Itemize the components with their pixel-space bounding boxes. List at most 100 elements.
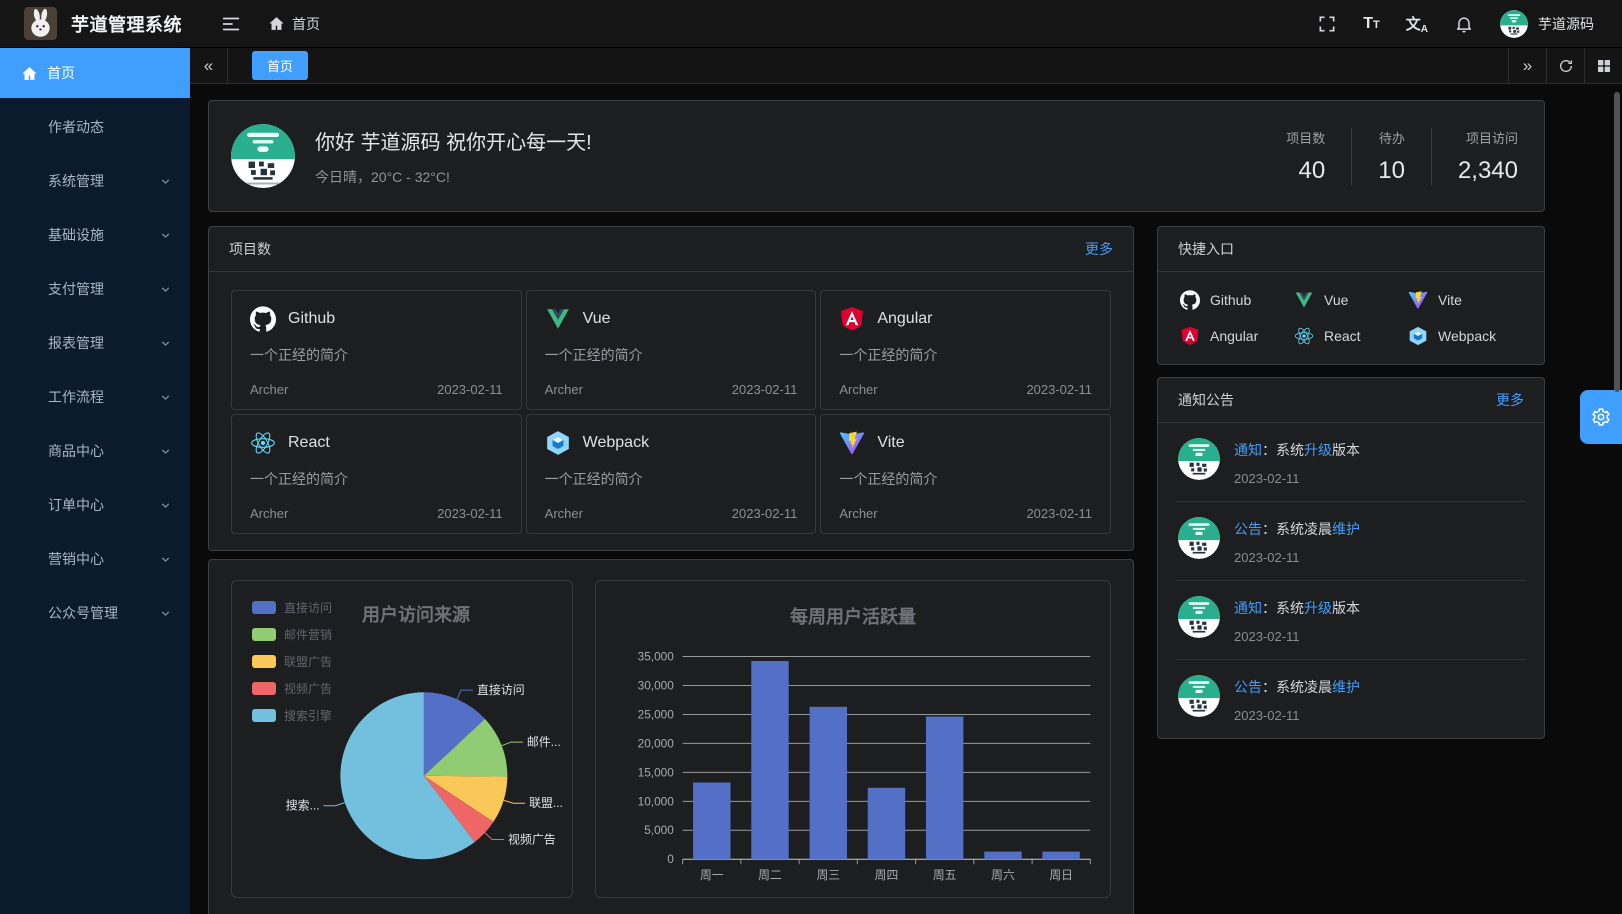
sidebar-item-system[interactable]: 系统管理 bbox=[0, 156, 190, 206]
user-menu[interactable]: 芋道源码 bbox=[1500, 9, 1594, 38]
sidebar-item-wechat[interactable]: 公众号管理 bbox=[0, 588, 190, 638]
projects-panel: 项目数 更多 Github 一个正经的简介 Archer 2023-02-11 bbox=[208, 226, 1134, 551]
svg-text:周日: 周日 bbox=[1049, 868, 1073, 882]
sidebar-item-order[interactable]: 订单中心 bbox=[0, 480, 190, 530]
project-card-angular[interactable]: Angular 一个正经的简介 Archer 2023-02-11 bbox=[820, 290, 1111, 410]
chevron-down-icon bbox=[161, 178, 170, 184]
sidebar-item-payment[interactable]: 支付管理 bbox=[0, 264, 190, 314]
pie-chart-card: 直接访问 邮件营销 联盟广告 视频广告 搜索引擎 用户访问来源 直接访问 邮件..… bbox=[231, 580, 573, 898]
legend-item[interactable]: 联盟广告 bbox=[252, 653, 332, 670]
svg-text:搜索...: 搜索... bbox=[286, 799, 320, 813]
sidebar-item-label: 作者动态 bbox=[48, 119, 104, 135]
legend-label: 搜索引擎 bbox=[284, 709, 333, 723]
fullscreen-icon[interactable] bbox=[1317, 14, 1337, 34]
chevron-down-icon bbox=[161, 556, 170, 562]
chevron-down-icon bbox=[161, 340, 170, 346]
breadcrumb[interactable]: 首页 bbox=[268, 14, 320, 34]
welcome-weather: 今日晴，20°C - 32°C! bbox=[315, 168, 450, 185]
project-date: 2023-02-11 bbox=[1026, 506, 1092, 521]
notice-item[interactable]: 通知：系统升级版本 2023-02-11 bbox=[1176, 580, 1526, 659]
project-author: Archer bbox=[839, 506, 878, 521]
bar-chart-card: 每周用户活跃量 0 5,000 10,000 15,000 20,000 25,000 30… bbox=[595, 580, 1111, 898]
notices-more-link[interactable]: 更多 bbox=[1496, 392, 1524, 408]
sidebar-item-infra[interactable]: 基础设施 bbox=[0, 210, 190, 260]
legend-item[interactable]: 邮件营销 bbox=[252, 626, 332, 643]
project-date: 2023-02-11 bbox=[437, 382, 503, 397]
projects-more-link[interactable]: 更多 bbox=[1085, 241, 1113, 257]
app-logo[interactable] bbox=[24, 7, 57, 40]
notice-title: 公告：系统凌晨维护 bbox=[1234, 521, 1360, 537]
shortcut-react[interactable]: React bbox=[1294, 326, 1408, 346]
vite-icon bbox=[1408, 291, 1428, 309]
github-icon bbox=[250, 306, 276, 332]
notice-date: 2023-02-11 bbox=[1234, 550, 1300, 565]
legend-item[interactable]: 视频广告 bbox=[252, 680, 332, 697]
vue-icon bbox=[546, 309, 569, 329]
scrollbar-thumb[interactable] bbox=[1614, 92, 1620, 392]
username: 芋道源码 bbox=[1538, 15, 1594, 32]
svg-text:10,000: 10,000 bbox=[638, 794, 675, 808]
notification-bell-icon[interactable] bbox=[1454, 14, 1474, 34]
notices-title: 通知公告 bbox=[1178, 392, 1234, 408]
shortcuts-panel: 快捷入口 Github Vue Vite bbox=[1157, 226, 1545, 365]
sidebar-item-label: 系统管理 bbox=[48, 173, 104, 189]
sidebar-item-marketing[interactable]: 营销中心 bbox=[0, 534, 190, 584]
svg-text:15,000: 15,000 bbox=[638, 765, 675, 779]
refresh-icon[interactable] bbox=[1546, 47, 1584, 84]
notice-item[interactable]: 公告：系统凌晨维护 2023-02-11 bbox=[1176, 659, 1526, 738]
sidebar-item-home[interactable]: 首页 bbox=[0, 48, 190, 98]
sidebar-item-label: 首页 bbox=[47, 65, 75, 81]
sidebar-item-label: 营销中心 bbox=[48, 551, 104, 567]
font-size-icon[interactable]: TT bbox=[1363, 14, 1380, 32]
angular-icon bbox=[841, 307, 864, 331]
bar-chart-svg: 0 5,000 10,000 15,000 20,000 25,000 30,000 35,0… bbox=[638, 649, 1091, 882]
breadcrumb-home[interactable]: 首页 bbox=[292, 15, 320, 32]
layout-grid-icon[interactable] bbox=[1584, 47, 1622, 84]
shortcut-vue[interactable]: Vue bbox=[1294, 290, 1408, 310]
sidebar-item-author-news[interactable]: 作者动态 bbox=[0, 102, 190, 152]
project-name: Angular bbox=[877, 310, 933, 327]
project-card-github[interactable]: Github 一个正经的简介 Archer 2023-02-11 bbox=[231, 290, 522, 410]
svg-text:联盟...: 联盟... bbox=[529, 796, 563, 810]
expand-right-icon[interactable]: » bbox=[1508, 47, 1546, 84]
pie-chart-svg: 直接访问邮件...联盟...视频广告搜索... bbox=[286, 683, 563, 860]
sidebar-item-label: 支付管理 bbox=[48, 281, 104, 297]
notice-item[interactable]: 公告：系统凌晨维护 2023-02-11 bbox=[1176, 501, 1526, 580]
tab-home[interactable]: 首页 bbox=[252, 51, 309, 80]
sidebar-item-report[interactable]: 报表管理 bbox=[0, 318, 190, 368]
notice-title: 通知：系统升级版本 bbox=[1234, 600, 1360, 616]
shortcut-angular[interactable]: Angular bbox=[1180, 326, 1294, 346]
settings-drawer-button[interactable] bbox=[1580, 390, 1622, 444]
project-card-webpack[interactable]: Webpack 一个正经的简介 Archer 2023-02-11 bbox=[525, 414, 817, 534]
shortcut-vite[interactable]: Vite bbox=[1408, 290, 1522, 310]
legend-swatch bbox=[252, 655, 276, 668]
project-name: Webpack bbox=[582, 434, 650, 451]
notice-item[interactable]: 通知：系统升级版本 2023-02-11 bbox=[1176, 423, 1526, 501]
legend-label: 联盟广告 bbox=[284, 655, 333, 669]
sidebar-item-workflow[interactable]: 工作流程 bbox=[0, 372, 190, 422]
project-card-vue[interactable]: Vue 一个正经的简介 Archer 2023-02-11 bbox=[525, 290, 817, 410]
shortcut-github[interactable]: Github bbox=[1180, 290, 1294, 310]
github-icon bbox=[1180, 290, 1200, 310]
react-icon bbox=[1294, 327, 1314, 345]
project-desc: 一个正经的简介 bbox=[839, 471, 938, 487]
language-icon[interactable]: 文A bbox=[1405, 15, 1428, 35]
project-card-react[interactable]: React 一个正经的简介 Archer 2023-02-11 bbox=[231, 414, 522, 534]
stat-projects: 项目数 40 bbox=[1286, 128, 1351, 185]
project-desc: 一个正经的简介 bbox=[839, 347, 938, 363]
pie-legend: 直接访问 邮件营销 联盟广告 视频广告 搜索引擎 bbox=[252, 599, 332, 724]
project-author: Archer bbox=[839, 382, 878, 397]
stat-value: 10 bbox=[1378, 156, 1405, 184]
chevron-down-icon bbox=[161, 394, 170, 400]
sidebar-item-label: 订单中心 bbox=[48, 497, 104, 513]
menu-fold-icon[interactable] bbox=[220, 13, 242, 35]
project-card-vite[interactable]: Vite 一个正经的简介 Archer 2023-02-11 bbox=[820, 414, 1111, 534]
user-avatar bbox=[1500, 9, 1528, 38]
chevron-down-icon bbox=[161, 502, 170, 508]
collapse-left-icon[interactable]: « bbox=[190, 47, 228, 84]
sidebar-item-product[interactable]: 商品中心 bbox=[0, 426, 190, 476]
legend-item[interactable]: 直接访问 bbox=[252, 599, 332, 616]
legend-item[interactable]: 搜索引擎 bbox=[252, 707, 332, 724]
notices-panel: 通知公告 更多 通知：系统升级版本 2023-02-11 公告： bbox=[1157, 377, 1545, 739]
shortcut-webpack[interactable]: Webpack bbox=[1408, 326, 1522, 346]
